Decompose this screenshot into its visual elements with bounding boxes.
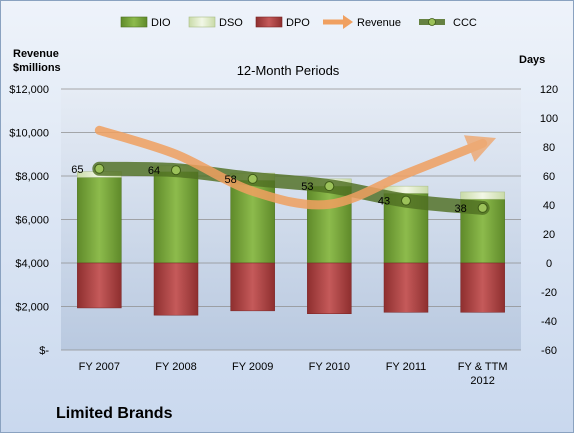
legend-arrowhead	[343, 15, 353, 29]
y-right-tick: -20	[541, 287, 557, 299]
legend-label: DPO	[286, 17, 310, 29]
ccc-data-label: 65	[71, 164, 83, 176]
x-tick-label: FY 2009	[232, 361, 273, 373]
bar-dpo	[230, 262, 275, 312]
legend-swatch	[188, 16, 216, 28]
legend-label: Revenue	[357, 17, 401, 29]
bar-dio	[153, 171, 199, 264]
legend-item-dpo: DPO	[255, 16, 310, 29]
ccc-data-label: 58	[225, 174, 237, 186]
legend-swatch	[120, 16, 148, 28]
y-left-tick: $10,000	[9, 128, 49, 140]
y-left-tick: $6,000	[15, 215, 49, 227]
bar-dpo	[77, 262, 122, 309]
x-tick-label: FY 2007	[79, 361, 120, 373]
ccc-point	[247, 173, 258, 184]
ccc-data-label: 38	[455, 203, 467, 215]
ccc-point	[401, 195, 411, 206]
y-right-tick: 20	[543, 229, 555, 241]
legend-swatch	[255, 16, 283, 28]
ccc-point	[324, 181, 335, 192]
y-right-tick: -60	[541, 345, 557, 357]
bar-dio	[77, 177, 122, 264]
ccc-point	[94, 163, 105, 174]
y-right-tick: 0	[546, 258, 552, 270]
ccc-data-label: 64	[148, 165, 160, 177]
y-left-tick: $12,000	[9, 84, 49, 96]
y-right-tick: -40	[541, 316, 557, 328]
legend-label: CCC	[453, 17, 477, 29]
y-right-tick: 100	[540, 113, 558, 125]
legend-item-revenue: Revenue	[323, 15, 401, 29]
y-right-label: Days	[519, 54, 545, 66]
revenue-line	[94, 125, 497, 210]
x-tick-label: FY 2011	[386, 361, 427, 373]
company-name: Limited Brands	[56, 405, 173, 422]
bar-dpo	[153, 262, 199, 316]
bar-dpo	[460, 262, 505, 313]
y-right-tick: 80	[543, 142, 555, 154]
y-right-tick: 120	[540, 84, 558, 96]
y-left-tick: $4,000	[15, 258, 49, 270]
y-left-label-line1: Revenue	[13, 48, 59, 60]
ccc-line	[92, 161, 490, 215]
bar-dpo	[383, 262, 429, 313]
y-left-tick: $2,000	[15, 302, 49, 314]
y-left-label-line2: $millions	[13, 62, 61, 74]
y-left-tick: $-	[39, 345, 49, 357]
legend-item-dso: DSO	[188, 16, 243, 29]
ccc-data-label: 53	[301, 181, 313, 193]
chart-title: 12-Month Periods	[237, 63, 340, 78]
legend-item-dio: DIO	[120, 16, 171, 29]
x-tick-label: FY 2008	[155, 361, 196, 373]
x-tick-label: FY & TTM	[458, 361, 508, 373]
bar-dpo	[307, 262, 352, 314]
legend-label: DSO	[219, 17, 243, 29]
y-right-tick: 60	[543, 171, 555, 183]
legend-label: DIO	[151, 17, 171, 29]
x-tick-label: FY 2010	[309, 361, 350, 373]
y-right-tick: 40	[543, 200, 555, 212]
ccc-data-label: 43	[378, 196, 390, 208]
legend-item-ccc: CCC	[419, 17, 477, 29]
legend-marker	[428, 18, 436, 26]
bar-dso	[460, 191, 505, 200]
ccc-point	[477, 202, 488, 213]
ccc-point	[171, 165, 181, 176]
x-tick-label: 2012	[470, 375, 494, 387]
y-left-tick: $8,000	[15, 171, 49, 183]
